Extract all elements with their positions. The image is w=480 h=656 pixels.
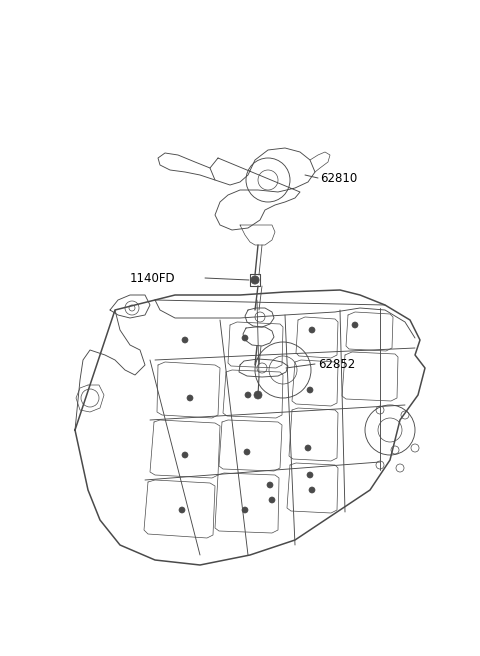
Circle shape xyxy=(244,449,250,455)
Circle shape xyxy=(305,445,311,451)
Circle shape xyxy=(187,395,193,401)
Text: 1140FD: 1140FD xyxy=(130,272,176,285)
Circle shape xyxy=(352,322,358,328)
Circle shape xyxy=(309,487,315,493)
Circle shape xyxy=(309,327,315,333)
Circle shape xyxy=(307,472,313,478)
Circle shape xyxy=(182,452,188,458)
Circle shape xyxy=(242,335,248,341)
Circle shape xyxy=(245,392,251,398)
Circle shape xyxy=(254,391,262,399)
Text: 62810: 62810 xyxy=(320,171,357,184)
Text: 62852: 62852 xyxy=(318,358,355,371)
Circle shape xyxy=(267,482,273,488)
Circle shape xyxy=(269,497,275,503)
Circle shape xyxy=(179,507,185,513)
Circle shape xyxy=(182,337,188,343)
Circle shape xyxy=(251,276,259,284)
Circle shape xyxy=(307,387,313,393)
Circle shape xyxy=(242,507,248,513)
